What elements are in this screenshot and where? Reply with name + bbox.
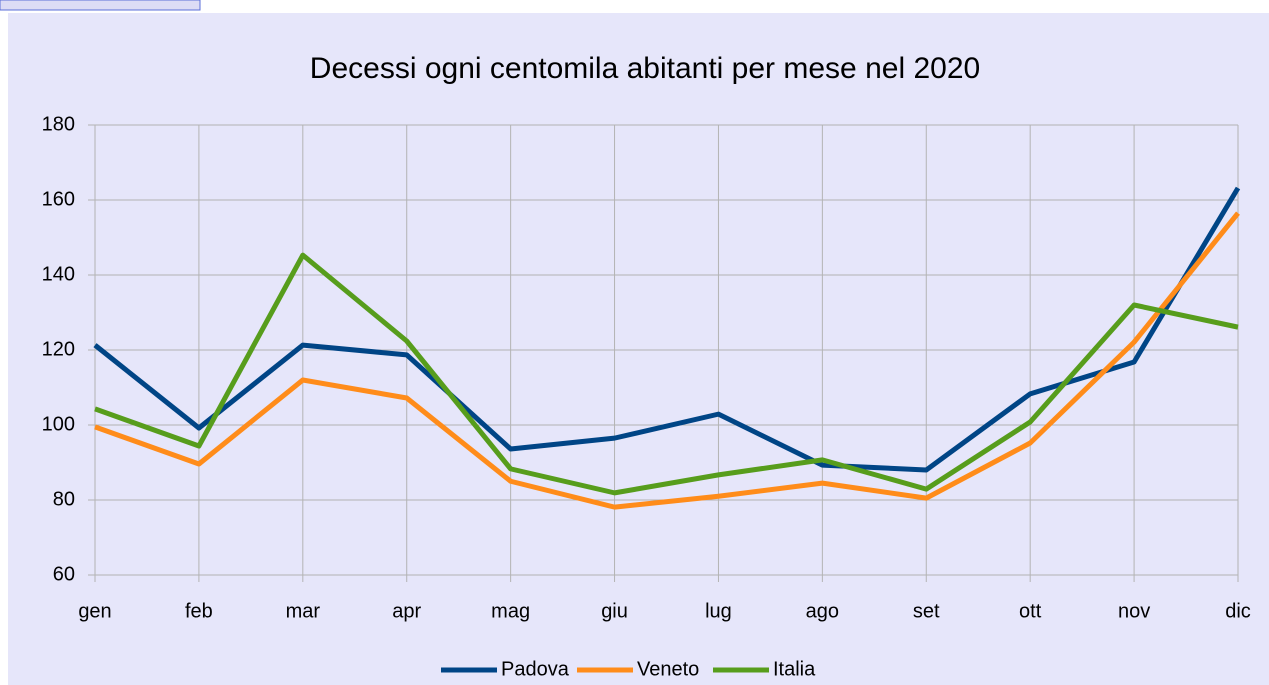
x-tick-label: mar	[286, 600, 321, 622]
y-tick-label: 80	[53, 488, 75, 510]
series-line	[93, 186, 1241, 473]
series-line	[94, 211, 1240, 510]
y-tick-label: 160	[42, 188, 75, 210]
legend-label: Italia	[773, 658, 816, 680]
x-tick-label: lug	[705, 600, 732, 622]
x-tick-label: gen	[78, 600, 111, 622]
x-tick-label: dic	[1225, 600, 1251, 622]
x-tick-label: feb	[185, 600, 213, 622]
y-tick-label: 140	[42, 263, 75, 285]
x-tick-label: giu	[601, 600, 628, 622]
chart-title: Decessi ogni centomila abitanti per mese…	[310, 52, 980, 85]
selection-artifact	[0, 0, 201, 11]
x-tick-label: mag	[491, 600, 530, 622]
chart-background	[8, 13, 1269, 685]
x-tick-label: ago	[806, 600, 839, 622]
series-line	[94, 252, 1239, 496]
y-tick-label: 180	[42, 113, 75, 135]
y-tick-label: 120	[42, 338, 75, 360]
x-tick-label: ott	[1019, 600, 1042, 622]
y-tick-label: 60	[53, 563, 75, 585]
x-tick-label: apr	[392, 600, 421, 622]
legend-label: Veneto	[637, 658, 699, 680]
x-tick-label: nov	[1118, 600, 1150, 622]
y-tick-label: 100	[42, 413, 75, 435]
legend-label: Padova	[501, 658, 570, 680]
x-tick-label: set	[913, 600, 940, 622]
